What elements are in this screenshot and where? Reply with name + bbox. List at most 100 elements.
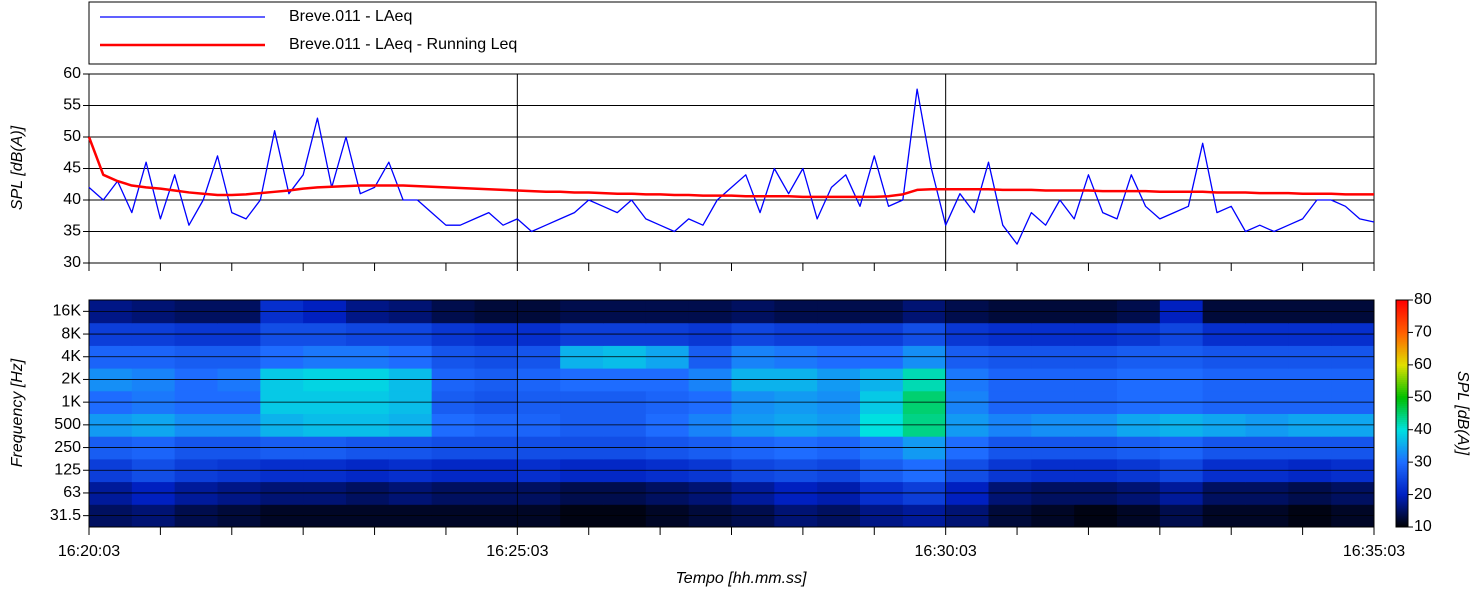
colorbar-step — [1396, 405, 1408, 409]
colorbar-step — [1396, 409, 1408, 413]
colorbar-step — [1396, 417, 1408, 420]
y-tick-label: 1K — [61, 393, 81, 410]
colorbar-step — [1396, 497, 1408, 500]
colorbar-step — [1396, 373, 1408, 377]
colorbar-step — [1396, 525, 1408, 528]
colorbar-step — [1396, 509, 1408, 512]
colorbar-step — [1396, 447, 1408, 450]
colorbar-step — [1396, 479, 1408, 482]
colorbar-step — [1396, 379, 1408, 383]
colorbar-step — [1396, 301, 1408, 305]
colorbar-step — [1396, 439, 1408, 442]
colorbar-step — [1396, 423, 1408, 426]
colorbar-step — [1396, 399, 1408, 403]
colorbar-step — [1396, 411, 1408, 414]
colorbar-step — [1396, 369, 1408, 373]
legend-box — [88, 1, 1377, 65]
colorbar-step — [1396, 337, 1408, 341]
colorbar-step — [1396, 339, 1408, 343]
colorbar-step — [1396, 473, 1408, 476]
colorbar-step — [1396, 485, 1408, 488]
colorbar-step — [1396, 311, 1408, 315]
colorbar-step — [1396, 437, 1408, 440]
y-tick-label: 500 — [54, 416, 81, 433]
colorbar-step — [1396, 359, 1408, 363]
y-tick-label: 4K — [61, 348, 81, 365]
colorbar-step — [1396, 441, 1408, 444]
colorbar-step — [1396, 413, 1408, 416]
colorbar-step — [1396, 483, 1408, 486]
y-tick-label: 50 — [63, 128, 81, 145]
colorbar-step — [1396, 471, 1408, 474]
colorbar-step — [1396, 303, 1408, 307]
colorbar-step — [1396, 487, 1408, 490]
colorbar-step — [1396, 393, 1408, 397]
colorbar-tick-label: 10 — [1414, 518, 1432, 535]
colorbar-tick-label: 70 — [1414, 324, 1432, 341]
colorbar-step — [1396, 511, 1408, 514]
y-tick-label: 2K — [61, 371, 81, 388]
y-axis-title: Frequency [Hz] — [9, 358, 26, 467]
colorbar-step — [1396, 397, 1408, 401]
colorbar-tick-label: 20 — [1414, 486, 1432, 503]
legend-label: Breve.011 - LAeq — [289, 8, 412, 25]
y-tick-label: 31.5 — [50, 507, 81, 524]
colorbar-tick-label: 30 — [1414, 453, 1432, 470]
colorbar-step — [1396, 443, 1408, 446]
colorbar-step — [1396, 335, 1408, 339]
colorbar-step — [1396, 309, 1408, 313]
colorbar-step — [1396, 493, 1408, 496]
y-tick-label: 8K — [61, 325, 81, 342]
colorbar-step — [1396, 505, 1408, 508]
colorbar-step — [1396, 425, 1408, 428]
colorbar-step — [1396, 361, 1408, 365]
colorbar-step — [1396, 349, 1408, 353]
colorbar-step — [1396, 465, 1408, 468]
y-tick-label: 55 — [63, 97, 81, 114]
colorbar-step — [1396, 515, 1408, 518]
y-tick-label: 250 — [54, 439, 81, 456]
x-tick-label: 16:35:03 — [1343, 543, 1405, 560]
colorbar-step — [1396, 375, 1408, 379]
colorbar-step — [1396, 477, 1408, 480]
colorbar-step — [1396, 345, 1408, 349]
x-tick-label: 16:25:03 — [486, 543, 548, 560]
colorbar-step — [1396, 367, 1408, 371]
y-tick-label: 30 — [63, 254, 81, 271]
colorbar-frame — [1395, 299, 1409, 528]
colorbar-step — [1396, 323, 1408, 327]
colorbar-step — [1396, 353, 1408, 357]
legend-label: Breve.011 - LAeq - Running Leq — [289, 36, 517, 53]
colorbar-step — [1396, 449, 1408, 452]
y-tick-label: 45 — [63, 160, 81, 177]
colorbar-step — [1396, 371, 1408, 375]
colorbar-step — [1396, 427, 1408, 430]
colorbar-step — [1396, 329, 1408, 333]
colorbar-step — [1396, 313, 1408, 317]
colorbar-step — [1396, 389, 1408, 393]
colorbar-step — [1396, 501, 1408, 504]
series-line — [87, 136, 1374, 199]
colorbar-step — [1396, 305, 1408, 309]
colorbar-step — [1396, 321, 1408, 325]
plot-frame — [88, 299, 1375, 528]
colorbar-step — [1396, 513, 1408, 516]
colorbar-step — [1396, 517, 1408, 520]
colorbar-step — [1396, 475, 1408, 478]
colorbar-step — [1396, 453, 1408, 456]
colorbar-step — [1396, 381, 1408, 385]
colorbar-step — [1396, 357, 1408, 361]
colorbar-step — [1396, 377, 1408, 381]
y-tick-label: 40 — [63, 191, 81, 208]
colorbar-step — [1396, 503, 1408, 506]
colorbar-step — [1396, 341, 1408, 345]
colorbar-step — [1396, 343, 1408, 347]
x-tick-label: 16:20:03 — [58, 543, 120, 560]
y-tick-label: 35 — [63, 223, 81, 240]
colorbar-step — [1396, 395, 1408, 399]
colorbar-step — [1396, 433, 1408, 436]
colorbar-step — [1396, 355, 1408, 359]
colorbar-step — [1396, 467, 1408, 470]
y-tick-label: 63 — [63, 484, 81, 501]
